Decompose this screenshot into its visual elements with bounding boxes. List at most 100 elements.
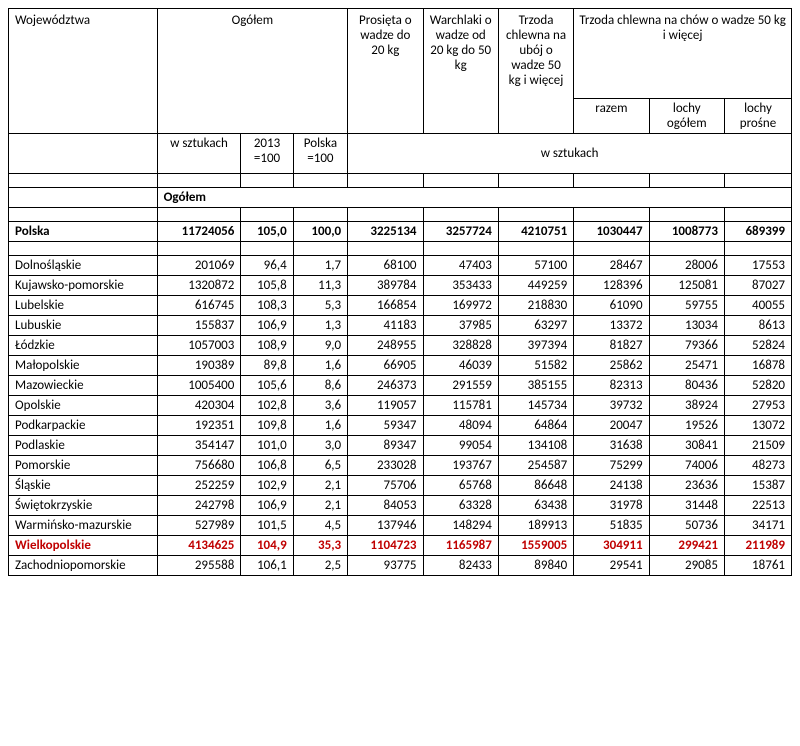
- row-v5: 31448: [649, 496, 724, 516]
- row-v3: 89840: [498, 556, 573, 576]
- row-v5: 29085: [649, 556, 724, 576]
- row-v3: 218830: [498, 296, 573, 316]
- row-v1: 119057: [348, 396, 423, 416]
- row-v3: 63438: [498, 496, 573, 516]
- total-row-polska: Polska 11724056 105,0 100,0 3225134 3257…: [9, 222, 792, 242]
- row-label: Opolskie: [9, 396, 158, 416]
- row-2013: 108,3: [241, 296, 293, 316]
- table-row: Wielkopolskie4134625104,935,311047231165…: [9, 536, 792, 556]
- row-v1: 233028: [348, 456, 423, 476]
- row-v3: 449259: [498, 276, 573, 296]
- row-2013: 89,8: [241, 356, 293, 376]
- row-label: Kujawsko-pomorskie: [9, 276, 158, 296]
- row-v1: 93775: [348, 556, 423, 576]
- row-2013: 96,4: [241, 256, 293, 276]
- table-row: Pomorskie756680106,86,523302819376725458…: [9, 456, 792, 476]
- empty-row: [9, 208, 792, 222]
- row-2013: 102,8: [241, 396, 293, 416]
- row-v2: 47403: [423, 256, 498, 276]
- row-v5: 125081: [649, 276, 724, 296]
- row-v5: 19526: [649, 416, 724, 436]
- row-2013: 105,6: [241, 376, 293, 396]
- row-v3: 397394: [498, 336, 573, 356]
- row-v1: 89347: [348, 436, 423, 456]
- row-v1: 246373: [348, 376, 423, 396]
- row-v6: 40055: [724, 296, 791, 316]
- total-pl100: 100,0: [293, 222, 347, 242]
- row-v1: 68100: [348, 256, 423, 276]
- row-label: Zachodniopomorskie: [9, 556, 158, 576]
- row-szt: 756680: [157, 456, 241, 476]
- row-v5: 23636: [649, 476, 724, 496]
- row-v6: 21509: [724, 436, 791, 456]
- row-v2: 99054: [423, 436, 498, 456]
- row-v2: 48094: [423, 416, 498, 436]
- row-pl100: 11,3: [293, 276, 347, 296]
- row-v4: 75299: [574, 456, 649, 476]
- row-v2: 82433: [423, 556, 498, 576]
- row-v2: 115781: [423, 396, 498, 416]
- row-szt: 295588: [157, 556, 241, 576]
- total-2013: 105,0: [241, 222, 293, 242]
- row-szt: 242798: [157, 496, 241, 516]
- row-v3: 189913: [498, 516, 573, 536]
- row-v5: 13034: [649, 316, 724, 336]
- row-v4: 29541: [574, 556, 649, 576]
- row-v2: 37985: [423, 316, 498, 336]
- row-v4: 28467: [574, 256, 649, 276]
- row-v4: 39732: [574, 396, 649, 416]
- row-pl100: 2,5: [293, 556, 347, 576]
- row-v6: 15387: [724, 476, 791, 496]
- hdr-lochy-ogolem: lochy ogółem: [649, 99, 724, 134]
- row-label: Warmińsko-mazurskie: [9, 516, 158, 536]
- row-v6: 87027: [724, 276, 791, 296]
- table-row: Małopolskie19038989,81,66690546039515822…: [9, 356, 792, 376]
- row-pl100: 3,0: [293, 436, 347, 456]
- row-2013: 106,9: [241, 316, 293, 336]
- row-v5: 299421: [649, 536, 724, 556]
- row-pl100: 2,1: [293, 496, 347, 516]
- row-pl100: 1,3: [293, 316, 347, 336]
- row-v2: 65768: [423, 476, 498, 496]
- row-2013: 109,8: [241, 416, 293, 436]
- row-2013: 102,9: [241, 476, 293, 496]
- hdr-ogolem: Ogółem: [157, 9, 348, 134]
- table-body: Ogółem Polska 11724056 105,0 100,0 32251…: [9, 174, 792, 576]
- row-pl100: 4,5: [293, 516, 347, 536]
- hdr-uboj: Trzoda chlewna na ubój o wadze 50 kg i w…: [498, 9, 573, 134]
- row-v3: 51582: [498, 356, 573, 376]
- row-pl100: 6,5: [293, 456, 347, 476]
- total-v5: 1008773: [649, 222, 724, 242]
- row-pl100: 5,3: [293, 296, 347, 316]
- row-szt: 1320872: [157, 276, 241, 296]
- row-2013: 105,8: [241, 276, 293, 296]
- table-row: Opolskie420304102,83,6119057115781145734…: [9, 396, 792, 416]
- row-v2: 169972: [423, 296, 498, 316]
- hdr-2013: 2013 =100: [241, 134, 293, 174]
- row-szt: 4134625: [157, 536, 241, 556]
- row-szt: 190389: [157, 356, 241, 376]
- table-row: Podkarpackie192351109,81,659347480946486…: [9, 416, 792, 436]
- total-v2: 3257724: [423, 222, 498, 242]
- row-v5: 25471: [649, 356, 724, 376]
- pig-population-table: Województwa Ogółem Prosięta o wadze do 2…: [8, 8, 792, 576]
- row-v3: 385155: [498, 376, 573, 396]
- row-pl100: 1,6: [293, 416, 347, 436]
- row-pl100: 35,3: [293, 536, 347, 556]
- row-v2: 328828: [423, 336, 498, 356]
- row-szt: 354147: [157, 436, 241, 456]
- row-v5: 79366: [649, 336, 724, 356]
- table-row: Świętokrzyskie242798106,92,1840536332863…: [9, 496, 792, 516]
- row-v2: 193767: [423, 456, 498, 476]
- row-v4: 20047: [574, 416, 649, 436]
- row-v1: 248955: [348, 336, 423, 356]
- row-v3: 86648: [498, 476, 573, 496]
- row-label: Wielkopolskie: [9, 536, 158, 556]
- row-v3: 254587: [498, 456, 573, 476]
- hdr-chow: Trzoda chlewna na chów o wadze 50 kg i w…: [574, 9, 792, 99]
- row-szt: 616745: [157, 296, 241, 316]
- total-szt: 11724056: [157, 222, 241, 242]
- row-2013: 106,1: [241, 556, 293, 576]
- row-v3: 63297: [498, 316, 573, 336]
- total-label: Polska: [9, 222, 158, 242]
